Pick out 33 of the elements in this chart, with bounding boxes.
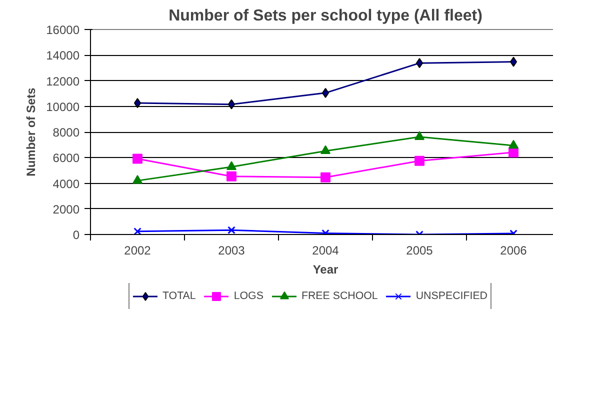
y-tick-label: 14000 [46,48,80,63]
point [414,156,424,166]
point [226,161,236,170]
point [320,145,330,154]
point [414,131,424,140]
x-tick-label: 2003 [218,244,246,258]
legend-label: LOGS [234,290,264,302]
legend-label: TOTAL [162,290,196,302]
x-tick-label: 2004 [312,244,340,258]
y-tick-label: 16000 [46,23,80,37]
x-tick-label: 2006 [500,244,528,258]
point [132,154,142,164]
chart-title: Number of Sets per school type (All fleet) [168,8,482,24]
point [320,172,330,182]
point [134,227,142,234]
point [228,226,236,234]
x-axis-title: Year [312,262,339,276]
y-tick-label: 2000 [52,202,80,216]
y-tick-label: 10000 [46,100,80,114]
y-axis-title: Number of Sets [24,87,38,176]
y-tick-label: 0 [72,228,80,242]
y-tick-label: 4000 [52,176,80,191]
legend-label: FREE SCHOOL [301,290,378,302]
x-tick-label: 2005 [406,244,434,258]
point [508,147,518,158]
y-tick-label: 8000 [52,126,80,140]
y-tick-label: 12000 [46,74,80,88]
x-tick-label: 2002 [124,244,152,258]
point [132,174,142,184]
y-tick-label: 6000 [52,151,80,166]
point [508,140,518,149]
point [226,171,236,182]
legend-label: UNSPECIFIED [416,290,488,302]
